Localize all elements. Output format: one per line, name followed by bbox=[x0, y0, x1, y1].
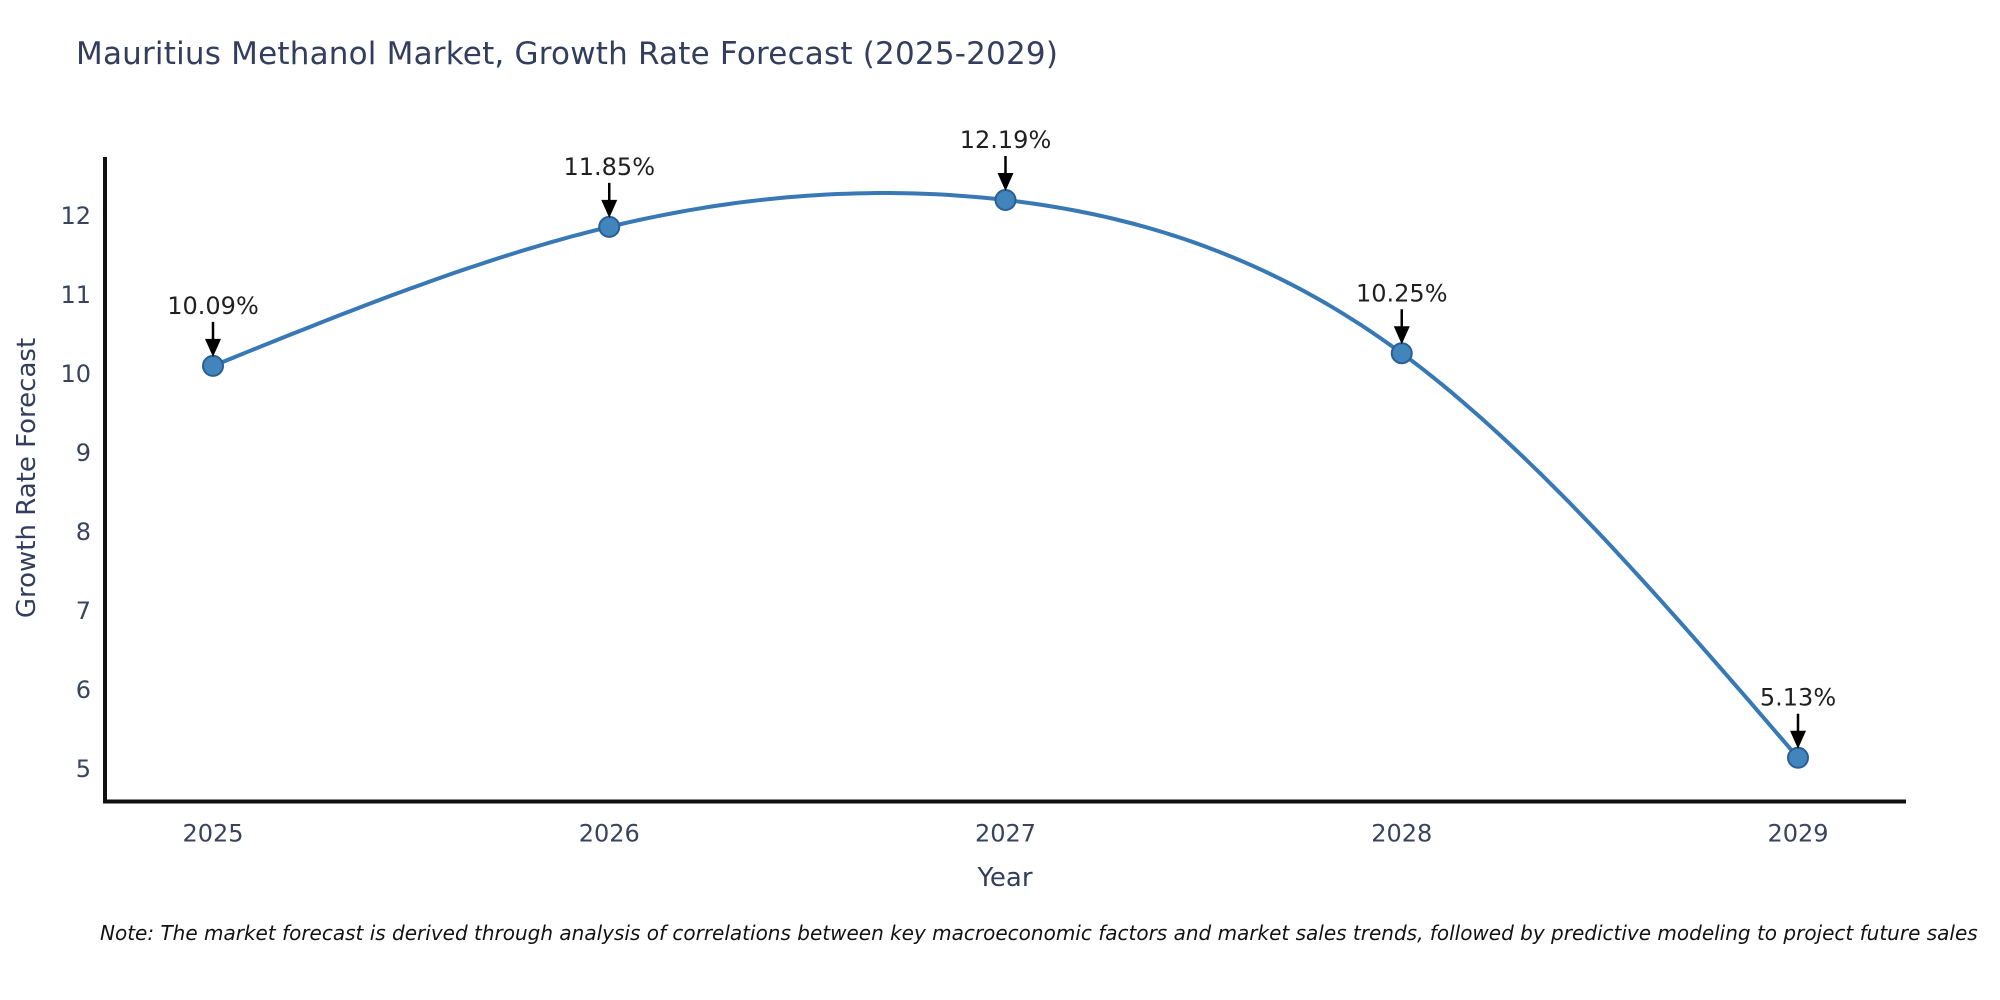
data-point-marker bbox=[202, 354, 224, 377]
annotation-arrowhead bbox=[601, 199, 618, 218]
x-tick-label: 2027 bbox=[975, 820, 1036, 848]
point-annotation-label: 12.19% bbox=[960, 126, 1052, 154]
data-point-marker bbox=[1390, 342, 1413, 365]
annotation-arrowhead bbox=[997, 172, 1014, 191]
point-annotation-label: 5.13% bbox=[1760, 684, 1836, 712]
y-tick-label: 12 bbox=[60, 202, 91, 230]
y-tick-label: 10 bbox=[60, 360, 91, 388]
point-annotation-label: 10.09% bbox=[167, 292, 259, 320]
x-tick-label: 2028 bbox=[1371, 820, 1432, 848]
point-annotation-label: 11.85% bbox=[563, 153, 655, 181]
annotation-arrowhead bbox=[1393, 326, 1410, 345]
y-tick-label: 8 bbox=[76, 518, 91, 546]
y-tick-label: 5 bbox=[76, 755, 91, 783]
y-tick-label: 6 bbox=[76, 676, 91, 704]
y-tick-label: 9 bbox=[76, 439, 91, 467]
data-point-marker bbox=[994, 188, 1017, 211]
footnote: Note: The market forecast is derived thr… bbox=[100, 921, 1978, 945]
y-tick-label: 11 bbox=[60, 281, 91, 309]
forecast-curve bbox=[211, 191, 1800, 760]
chart-title: Mauritius Methanol Market, Growth Rate F… bbox=[76, 36, 1059, 72]
annotation-arrowhead bbox=[205, 338, 221, 357]
x-axis-title: Year bbox=[977, 863, 1033, 893]
data-point-marker bbox=[598, 215, 621, 238]
y-tick-label: 7 bbox=[76, 597, 91, 625]
x-tick-label: 2029 bbox=[1767, 820, 1828, 848]
x-tick-label: 2026 bbox=[579, 820, 640, 848]
point-annotation-label: 10.25% bbox=[1356, 279, 1448, 307]
annotation-arrowhead bbox=[1790, 730, 1806, 749]
x-tick-label: 2025 bbox=[182, 820, 243, 848]
data-point-marker bbox=[1787, 746, 1809, 769]
